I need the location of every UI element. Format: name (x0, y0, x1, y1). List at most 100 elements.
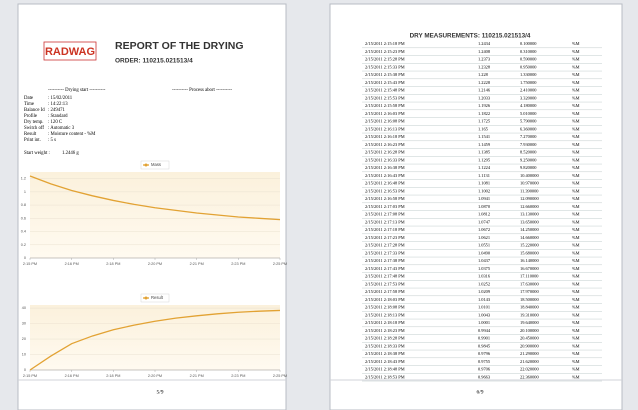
table-cell: 2/15/2011 2:17:23 PM (365, 235, 405, 240)
table-cell: 1.2033 (478, 95, 491, 100)
table-cell: 0.9796 (478, 351, 491, 356)
table-cell: 1.1725 (478, 119, 491, 124)
table-cell: 1.1224 (478, 165, 491, 170)
table-cell: 22.020000 (520, 367, 539, 372)
table-cell: 2/15/2011 2:16:03 PM (365, 111, 405, 116)
report-title: REPORT OF THE DRYING (115, 40, 244, 52)
table-cell: %M (572, 320, 580, 325)
x-tick-label: 2:21 PM (190, 262, 204, 266)
table-cell: 18.500000 (520, 297, 539, 302)
table-cell: 2/15/2011 2:17:03 PM (365, 204, 405, 209)
table-cell: 20.100000 (520, 328, 539, 333)
table-cell: 14.660000 (520, 235, 539, 240)
table-cell: %M (572, 266, 580, 271)
table-cell: 0.950000 (520, 64, 537, 69)
x-tick-label: 2:25 PM (273, 262, 287, 266)
table-cell: %M (572, 181, 580, 186)
table-cell: 16.140000 (520, 258, 539, 263)
info-value: : Standard (48, 114, 68, 119)
table-cell: 2/15/2011 2:15:53 PM (365, 95, 405, 100)
info-label: Switch off (24, 126, 44, 131)
table-cell: 1.0870 (478, 204, 491, 209)
table-cell: 1.2146 (478, 88, 491, 93)
table-cell: 2/15/2011 2:16:13 PM (365, 126, 405, 131)
table-cell: 2/15/2011 2:15:43 PM (365, 80, 405, 85)
table-cell: 15.680000 (520, 250, 539, 255)
table-cell: 9.820000 (520, 165, 537, 170)
table-cell: 1.0551 (478, 243, 490, 248)
table-cell: 2/15/2011 2:16:23 PM (365, 142, 405, 147)
start-weight-label: Start weight : (24, 151, 50, 156)
info-label: Profile (24, 114, 37, 119)
table-cell: 1.1002 (478, 188, 490, 193)
info-label: Balance Id (24, 108, 45, 113)
table-cell: 0.9944 (478, 328, 491, 333)
logo-box (43, 41, 97, 61)
table-cell: 0.9663 (478, 374, 491, 379)
table-cell: %M (572, 88, 580, 93)
table-cell: 7.930000 (520, 142, 537, 147)
x-tick-label: 2:23 PM (231, 374, 245, 378)
table-cell: %M (572, 227, 580, 232)
table-cell: 2/15/2011 2:18:13 PM (365, 312, 405, 317)
table-cell: 1.1459 (478, 142, 491, 147)
legend-box (140, 160, 170, 170)
legend-marker (144, 296, 148, 300)
x-tick-label: 2:15 PM (23, 262, 37, 266)
table-cell: %M (572, 305, 580, 310)
table-cell: 0.9845 (478, 343, 491, 348)
table-cell: %M (572, 80, 580, 85)
process-abort: ---------- Process abort ---------- (172, 88, 232, 93)
y-tick-label: 30 (22, 322, 26, 326)
table-cell: 2/15/2011 2:16:28 PM (365, 150, 405, 155)
table-cell: 8.520000 (520, 150, 537, 155)
info-value: : 249471 (48, 108, 66, 113)
table-cell: %M (572, 351, 580, 356)
table-cell: 0.9901 (478, 336, 490, 341)
info-value: : 15/02/2011 (48, 96, 73, 101)
table-cell: 2/15/2011 2:15:33 PM (365, 64, 405, 69)
table-cell: 1.1541 (478, 134, 490, 139)
table-cell: 1.165 (478, 126, 489, 131)
table-cell: %M (572, 204, 580, 209)
y-tick-label: 1.2 (21, 177, 26, 181)
y-tick-label: 20 (22, 337, 26, 341)
table-cell: 18.840000 (520, 305, 539, 310)
table-cell: %M (572, 49, 580, 54)
legend-label: Result (151, 295, 164, 300)
table-cell: %M (572, 111, 580, 116)
table-cell: %M (572, 374, 580, 379)
table-cell: %M (572, 41, 580, 46)
table-cell: %M (572, 126, 580, 131)
table-cell: %M (572, 281, 580, 286)
page-number: 6/9 (476, 389, 483, 395)
table-cell: 3.320000 (520, 95, 537, 100)
x-tick-label: 2:23 PM (231, 262, 245, 266)
table-cell: 4.180000 (520, 103, 537, 108)
y-tick-label: 0.2 (21, 243, 26, 247)
table-cell: 2/15/2011 2:16:53 PM (365, 188, 405, 193)
table-cell: 1.2228 (478, 80, 491, 85)
table-cell: 2/15/2011 2:16:38 PM (365, 165, 405, 170)
table-cell: 2/15/2011 2:16:58 PM (365, 196, 405, 201)
table-cell: %M (572, 359, 580, 364)
table-cell: 19.640000 (520, 320, 539, 325)
y-tick-label: 1 (24, 190, 26, 194)
y-tick-label: 10 (22, 353, 26, 357)
table-cell: 5.790000 (520, 119, 537, 124)
table-cell: 17.630000 (520, 281, 539, 286)
table-cell: 2/15/2011 2:17:48 PM (365, 274, 405, 279)
table-cell: 21.620000 (520, 359, 539, 364)
table-cell: 1.1822 (478, 111, 490, 116)
table-cell: %M (572, 258, 580, 263)
table-cell: 22.360000 (520, 374, 539, 379)
table-cell: %M (572, 297, 580, 302)
info-label: Dry temp. (24, 120, 43, 125)
y-tick-label: 0.6 (21, 216, 26, 220)
logo: RADWAG (45, 46, 95, 58)
table-cell: 2/15/2011 2:17:28 PM (365, 243, 405, 248)
table-cell: 12.660000 (520, 204, 539, 209)
table-cell: %M (572, 219, 580, 224)
table-cell: 2/15/2011 2:16:48 PM (365, 181, 405, 186)
table-cell: %M (572, 196, 580, 201)
